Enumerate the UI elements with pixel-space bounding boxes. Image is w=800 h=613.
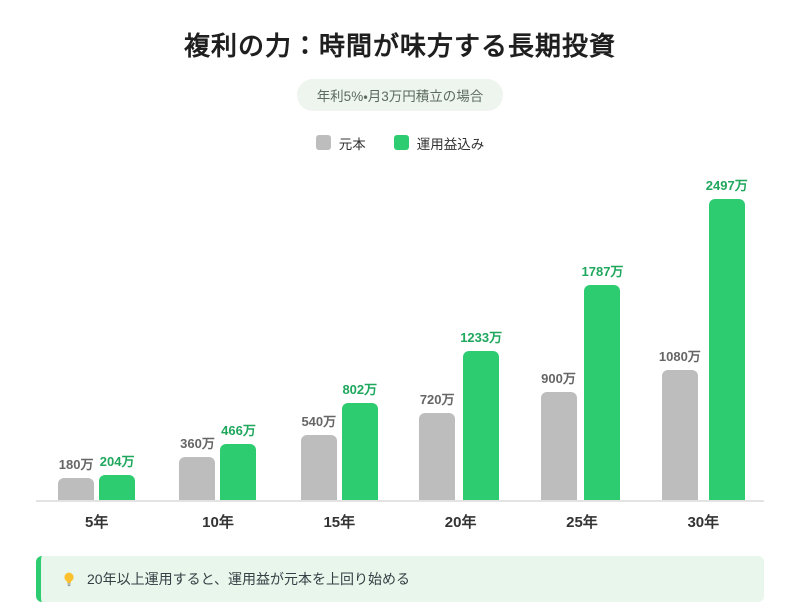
principal-bar-column: 1080万 xyxy=(659,346,701,500)
principal-bar-column: 540万 xyxy=(300,411,337,500)
bar-value-label: 1080万 xyxy=(658,348,701,364)
bar-chart: 180万 204万 360万 466万 540万 802万 720万 1233万 900万 178… xyxy=(36,165,764,532)
page-title: 複利の力：時間が味方する長期投資 xyxy=(183,31,616,61)
bar-group: 360万 466万 xyxy=(157,420,278,500)
x-axis-labels: 5年 10年 15年 20年 25年 30年 xyxy=(36,502,764,532)
bar-value-label: 204万 xyxy=(99,453,135,469)
total-bar xyxy=(708,198,745,500)
bar-value-label: 900万 xyxy=(541,370,576,386)
principal-bar xyxy=(540,391,577,500)
bar-value-label: 1233万 xyxy=(460,329,503,345)
bar-group: 180万 204万 xyxy=(36,451,157,500)
principal-bar xyxy=(58,477,95,500)
x-axis-label: 25年 xyxy=(566,513,598,531)
legend-item-principal: 元本 xyxy=(315,133,366,153)
total-bar xyxy=(341,402,378,500)
bar-value-label: 540万 xyxy=(301,413,337,429)
total-bar-column: 204万 xyxy=(99,451,136,500)
x-axis-label: 5年 xyxy=(84,513,109,531)
x-axis-label: 15年 xyxy=(323,513,356,531)
bar-group: 1080万 2497万 xyxy=(643,175,764,500)
principal-bar xyxy=(419,412,456,500)
x-axis-line xyxy=(36,499,764,502)
total-bar-column: 2497万 xyxy=(706,175,748,500)
total-bar-column: 466万 xyxy=(220,420,257,500)
legend-item-total: 運用益込み xyxy=(393,133,485,153)
bar-value-label: 720万 xyxy=(419,391,455,407)
bar-value-label: 360万 xyxy=(180,435,215,451)
bar-group: 540万 802万 xyxy=(279,379,400,500)
total-bar-column: 1233万 xyxy=(460,327,502,500)
total-bar xyxy=(220,443,257,500)
insight-note: 20年以上運用すると、運用益が元本を上回り始める xyxy=(36,555,764,602)
legend-label-principal: 元本 xyxy=(338,136,366,152)
principal-bar-column: 900万 xyxy=(540,368,577,500)
total-bar-column: 1787万 xyxy=(581,261,624,500)
principal-bar xyxy=(300,434,337,500)
x-axis-label: 30年 xyxy=(687,513,720,531)
principal-bar-column: 720万 xyxy=(419,389,456,500)
note-text: 20年以上運用すると、運用益が元本を上回り始める xyxy=(87,570,411,587)
principal-bar-column: 360万 xyxy=(179,433,216,500)
principal-bar-column: 180万 xyxy=(58,454,95,500)
total-bar xyxy=(463,350,500,500)
total-bar xyxy=(584,284,621,500)
total-bar xyxy=(99,474,136,500)
bar-value-label: 802万 xyxy=(342,381,378,397)
subtitle-row: 年利5%・月3万円積立の場合 xyxy=(0,78,800,111)
x-axis-label: 10年 xyxy=(202,513,234,531)
chart-legend: 元本 運用益込み xyxy=(0,133,800,153)
bar-value-label: 180万 xyxy=(58,456,94,472)
principal-swatch-icon xyxy=(315,135,331,150)
legend-label-total: 運用益込み xyxy=(416,136,485,152)
bar-value-label: 466万 xyxy=(221,422,256,438)
total-swatch-icon xyxy=(393,135,409,150)
bar-group: 900万 1787万 xyxy=(521,261,642,500)
total-bar-column: 802万 xyxy=(341,379,378,500)
x-axis-label: 20年 xyxy=(444,513,477,531)
subtitle-pill: 年利5%・月3万円積立の場合 xyxy=(296,78,504,111)
bar-group: 720万 1233万 xyxy=(400,327,521,500)
principal-bar xyxy=(661,369,698,500)
lightbulb-icon xyxy=(61,571,77,587)
principal-bar xyxy=(179,456,216,500)
bar-groups: 180万 204万 360万 466万 540万 802万 720万 1233万 900万 178… xyxy=(36,165,764,500)
bar-value-label: 2497万 xyxy=(705,177,748,193)
bar-value-label: 1787万 xyxy=(581,263,624,279)
